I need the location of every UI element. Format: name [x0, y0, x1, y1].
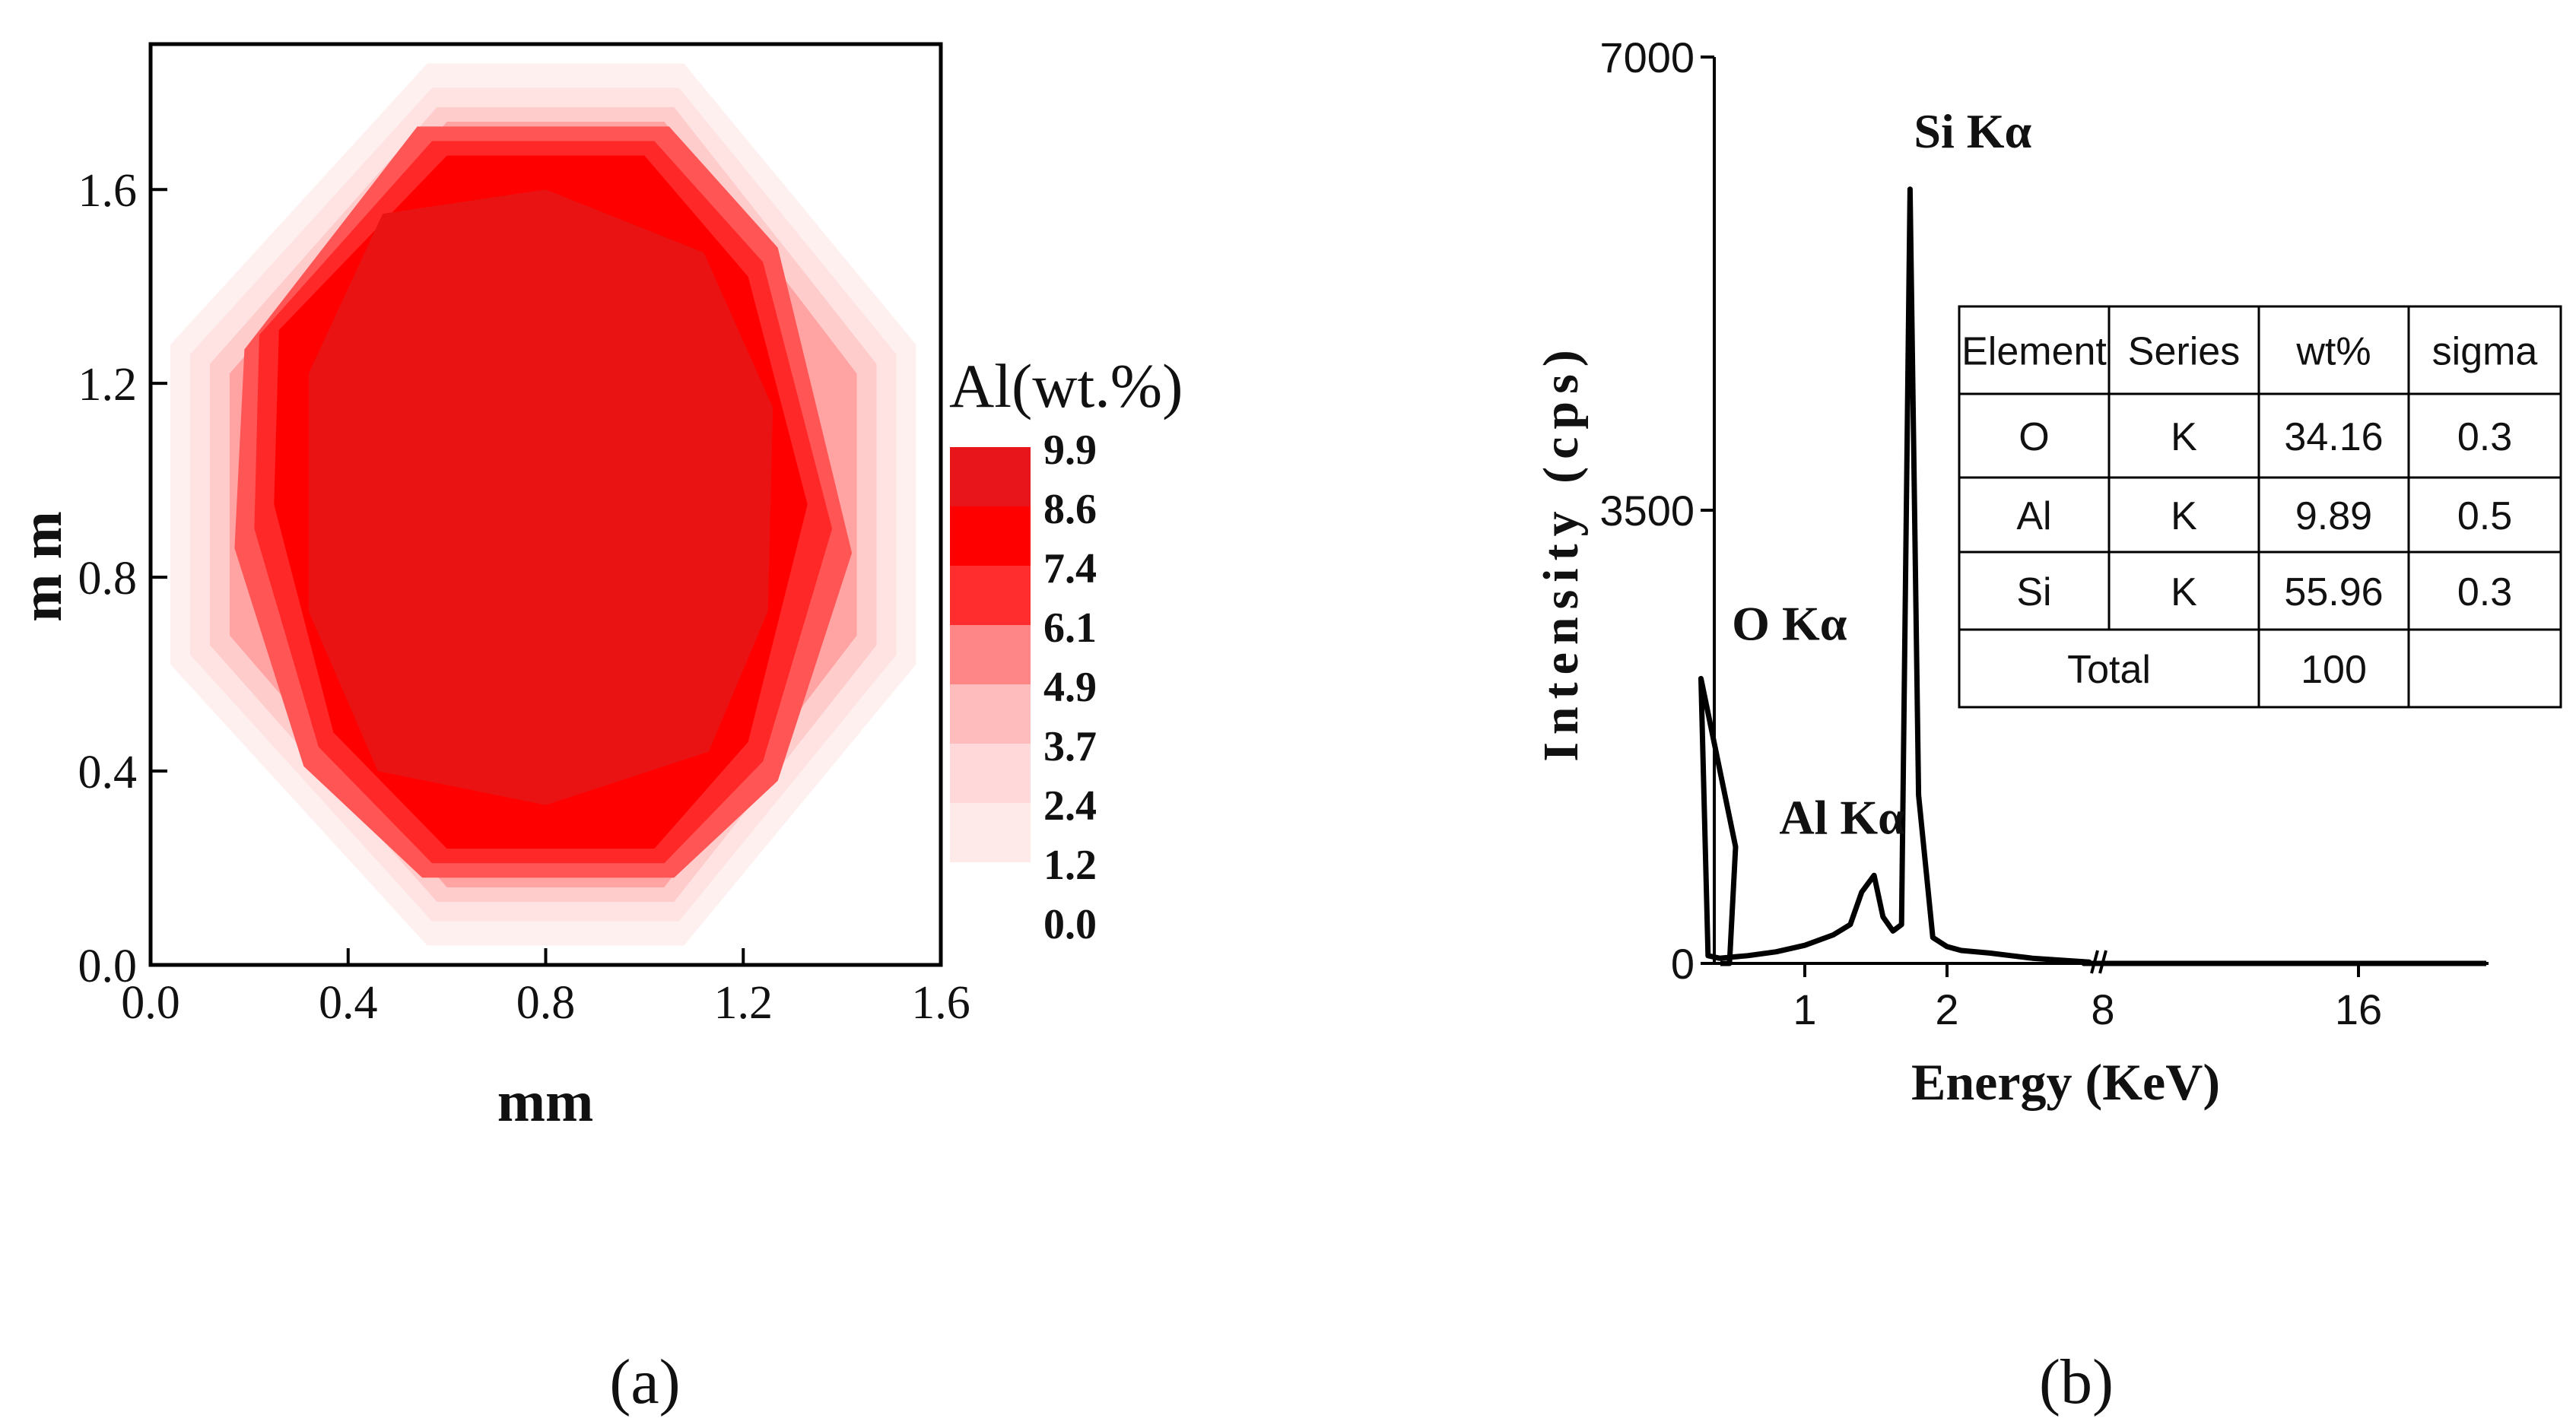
colorbar-swatch [950, 506, 1031, 566]
colorbar-swatch [950, 447, 1031, 507]
table-cell: Al [2016, 494, 2051, 538]
spectrum-x-ticks: 1 2 8 16 [1793, 963, 2382, 1033]
table-total-label: Total [2067, 648, 2151, 692]
composition-table: Element Series wt% sigma O K 34.16 0.3 Al K 9.89 0.… [1958, 305, 2562, 709]
y-tick-label: 1.2 [78, 359, 138, 411]
colorbar-level-label: 6.1 [1043, 605, 1097, 652]
heatmap-y-axis-label: m m [10, 511, 74, 622]
colorbar-labels: 9.9 8.6 7.4 6.1 4.9 3.7 2.4 1.2 0.0 [1043, 427, 1097, 948]
panel-b-label: (b) [2039, 1347, 2114, 1417]
colorbar-level-label: 3.7 [1043, 723, 1097, 770]
table-cell: 55.96 [2284, 570, 2383, 614]
y-tick-label: 0.4 [78, 747, 138, 798]
x-tick-label: 8 [2091, 985, 2114, 1033]
spectrum-y-axis-label: Intensity (cps) [1533, 342, 1589, 762]
table-cell: K [2171, 494, 2197, 538]
colorbar-level-label: 2.4 [1043, 782, 1097, 830]
table-header-cell: wt% [2295, 330, 2371, 374]
table-cell: O [2019, 415, 2049, 459]
table-header-cell: Series [2128, 330, 2240, 374]
peak-label: Si Kα [1914, 104, 2031, 158]
table-total-value: 100 [2301, 648, 2367, 692]
peak-labels: O Kα Al Kα Si Kα [1732, 104, 2031, 845]
colorbar-swatch [950, 566, 1031, 626]
x-tick-label: 2 [1935, 985, 1958, 1033]
spectrum-panel: 0 3500 7000 1 2 8 16 O Kα Al Kα Si Kα Energy (K… [1533, 33, 2562, 1417]
colorbar-swatch [950, 744, 1031, 804]
heatmap-y-ticks: 0.0 0.4 0.8 1.2 1.6 [78, 165, 167, 992]
peak-label: O Kα [1732, 596, 1847, 650]
table-cell: 0.3 [2457, 570, 2512, 614]
heatmap-x-axis-label: mm [497, 1070, 594, 1134]
spectrum-x-axis-label: Energy (KeV) [1911, 1053, 2220, 1111]
x-tick-label: 1.2 [714, 977, 773, 1029]
table-cell: 9.89 [2295, 494, 2372, 538]
table-cell: 34.16 [2284, 415, 2383, 459]
colorbar-level-label: 1.2 [1043, 842, 1097, 889]
x-tick-label: 1 [1793, 985, 1816, 1033]
contour-layer [170, 63, 916, 946]
series-line [1698, 186, 2486, 966]
x-tick-label: 0.0 [121, 977, 180, 1029]
table-cell: K [2171, 415, 2197, 459]
heatmap-x-ticks: 0.0 0.4 0.8 1.2 1.6 [121, 948, 970, 1029]
colorbar-swatch [950, 803, 1031, 863]
heatmap-panel: 0.0 0.4 0.8 1.2 1.6 0.0 0.4 0.8 1.2 1.6 mm m m A… [10, 42, 1183, 1417]
table-cell: Si [2016, 570, 2051, 614]
y-tick-label: 7000 [1599, 33, 1695, 81]
colorbar-swatch [950, 684, 1031, 744]
colorbar-swatch [950, 625, 1031, 685]
table-cell: 0.3 [2457, 415, 2512, 459]
x-tick-label: 1.6 [911, 977, 970, 1029]
colorbar-level-label: 9.9 [1043, 427, 1097, 474]
peak-label: Al Kα [1779, 791, 1905, 845]
colorbar-level-label: 8.6 [1043, 486, 1097, 533]
table-header-cell: sigma [2432, 330, 2538, 374]
y-tick-label: 0.0 [78, 941, 138, 992]
panel-a-label: (a) [609, 1347, 680, 1417]
colorbar-level-label: 0.0 [1043, 901, 1097, 948]
colorbar-swatch [950, 862, 1031, 922]
colorbar-swatches [950, 447, 1031, 922]
y-tick-label: 3500 [1599, 487, 1695, 535]
table-cell: K [2171, 570, 2197, 614]
colorbar-level-label: 7.4 [1043, 545, 1097, 592]
spectrum-y-ticks: 0 3500 7000 [1599, 33, 1714, 988]
table-header-cell: Element [1961, 330, 2107, 374]
x-tick-label: 16 [2335, 985, 2382, 1033]
x-tick-label: 0.4 [319, 977, 378, 1029]
table-cell: 0.5 [2457, 494, 2512, 538]
y-tick-label: 0 [1671, 940, 1695, 988]
colorbar-level-label: 4.9 [1043, 664, 1097, 711]
y-tick-label: 0.8 [78, 553, 138, 605]
colorbar-title: Al(wt.%) [949, 351, 1183, 420]
colorbar: Al(wt.%) 9.9 8.6 7.4 6.1 4.9 3.7 2.4 1.2 0.0 [949, 351, 1183, 948]
y-tick-label: 1.6 [78, 165, 138, 217]
contour-band-9-9 [308, 189, 773, 805]
x-tick-label: 0.8 [516, 977, 576, 1029]
